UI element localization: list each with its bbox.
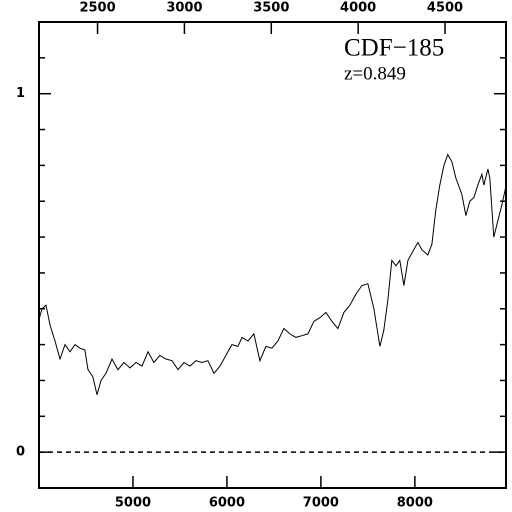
- x2-tick-label: 3500: [253, 1, 289, 16]
- x2-tick-label: 4000: [340, 1, 376, 16]
- y-tick-label: 0: [16, 445, 25, 460]
- x2-tick-label: 4500: [427, 1, 463, 16]
- chart-subtitle: z=0.849: [344, 63, 406, 84]
- x2-tick-label: 3000: [166, 1, 202, 16]
- plot-frame: [38, 21, 507, 489]
- spectrum-line: [38, 153, 507, 395]
- x-tick-label: 7000: [303, 496, 339, 511]
- x-tick-label: 5000: [115, 496, 151, 511]
- y-tick-label: 1: [16, 86, 25, 101]
- x-tick-label: 8000: [397, 496, 433, 511]
- chart-title: CDF−185: [344, 35, 444, 62]
- x-tick-label: 6000: [209, 496, 245, 511]
- x2-tick-label: 2500: [79, 1, 115, 16]
